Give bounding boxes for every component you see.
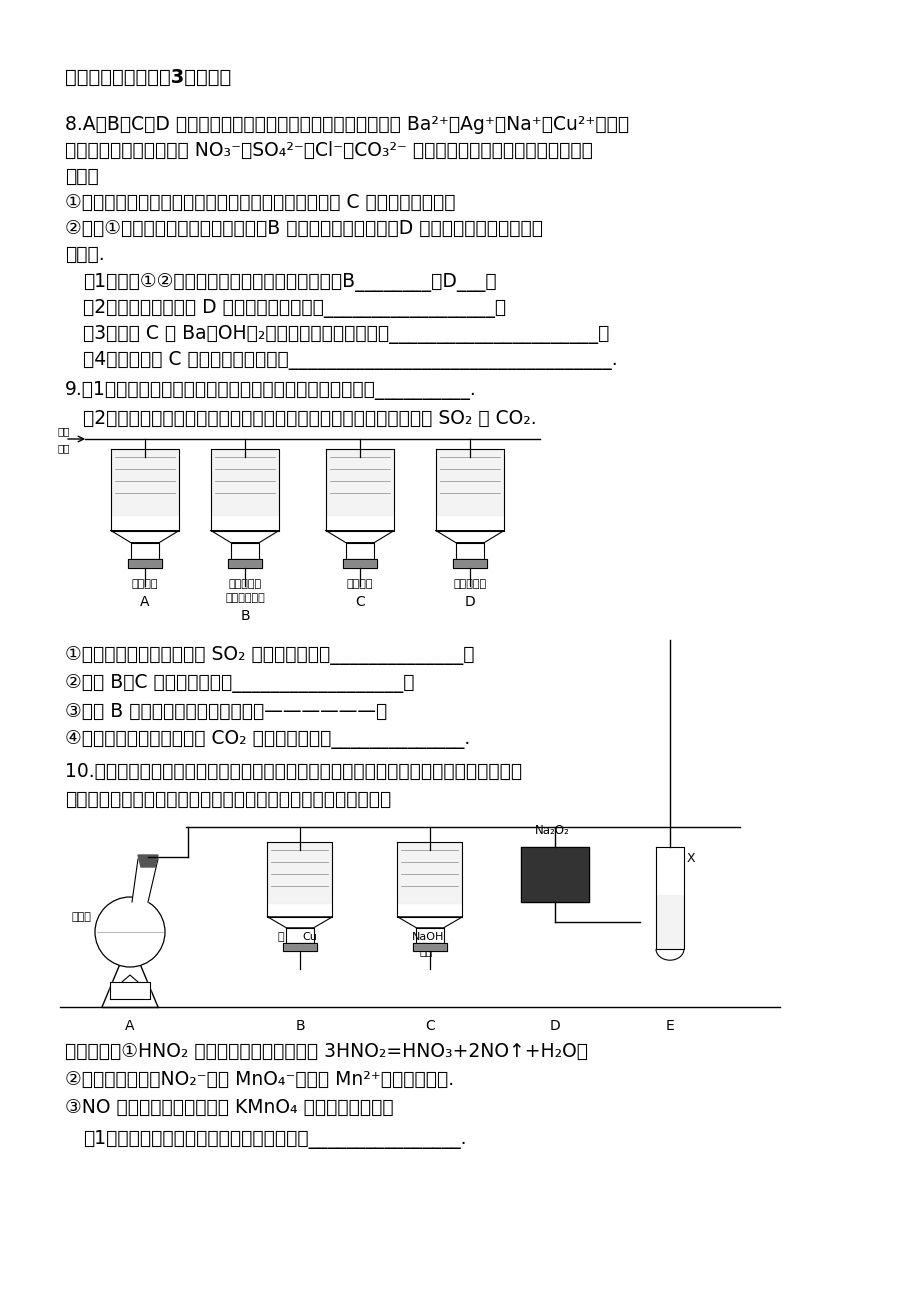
- Text: 浓硝酸: 浓硝酸: [72, 911, 92, 922]
- Polygon shape: [346, 543, 374, 560]
- Text: 水: 水: [278, 932, 284, 941]
- Polygon shape: [131, 859, 154, 902]
- Polygon shape: [111, 531, 179, 543]
- Text: 品红溶液: 品红溶液: [131, 579, 158, 589]
- Text: ②若向①的四支试管中分别加入盐酸，B 盐的溶液有沉淀生成，D 盐的溶液有无色无味的气: ②若向①的四支试管中分别加入盐酸，B 盐的溶液有沉淀生成，D 盐的溶液有无色无味…: [65, 219, 542, 238]
- Text: 二、填空题（本题共3道小题）: 二、填空题（本题共3道小题）: [65, 68, 231, 87]
- Polygon shape: [398, 842, 461, 902]
- Polygon shape: [110, 982, 150, 999]
- Text: X: X: [686, 852, 695, 865]
- Polygon shape: [436, 531, 504, 543]
- Polygon shape: [413, 943, 446, 950]
- Polygon shape: [286, 928, 313, 943]
- Polygon shape: [211, 450, 278, 516]
- Polygon shape: [343, 560, 377, 568]
- Polygon shape: [112, 450, 177, 516]
- Polygon shape: [283, 943, 316, 950]
- Polygon shape: [325, 531, 393, 543]
- Text: C: C: [355, 595, 365, 609]
- Text: 气体: 气体: [58, 443, 71, 453]
- Text: B: B: [295, 1019, 304, 1032]
- Text: A: A: [125, 1019, 134, 1032]
- Text: 硫酸酸化的: 硫酸酸化的: [228, 579, 261, 589]
- Polygon shape: [111, 449, 179, 531]
- Polygon shape: [210, 449, 278, 531]
- Text: 混合: 混合: [58, 426, 71, 436]
- Text: 查阅资料：①HNO₂ 为弱酸，室温下存在反应 3HNO₂=HNO₃+2NO↑+H₂O；: 查阅资料：①HNO₂ 为弱酸，室温下存在反应 3HNO₂=HNO₃+2NO↑+H…: [65, 1042, 587, 1061]
- Polygon shape: [130, 543, 159, 560]
- Text: E: E: [665, 1019, 674, 1032]
- Text: ②在酸性溶液中，NO₂⁻可将 MnO₄⁻还原为 Mn²⁺且无气体生成.: ②在酸性溶液中，NO₂⁻可将 MnO₄⁻还原为 Mn²⁺且无气体生成.: [65, 1070, 454, 1088]
- Text: （1）根据①②实验事实可推断它们的化学式为：B________，D___；: （1）根据①②实验事实可推断它们的化学式为：B________，D___；: [83, 273, 496, 292]
- Text: Na₂O₂: Na₂O₂: [535, 824, 569, 837]
- Text: NaOH: NaOH: [412, 932, 444, 941]
- Text: ④能够证明混合气体中含有 CO₂ 的实验现象是：______________.: ④能够证明混合气体中含有 CO₂ 的实验现象是：______________.: [65, 730, 470, 749]
- Polygon shape: [325, 449, 393, 531]
- Text: 体逸出.: 体逸出.: [65, 245, 105, 264]
- Text: 10.某化学兴趣小组以木炭和浓硝酸为起始原料，探究一氧化氮与过氧化钠反应制备亚硝酸: 10.某化学兴趣小组以木炭和浓硝酸为起始原料，探究一氧化氮与过氧化钠反应制备亚硝…: [65, 762, 522, 781]
- Text: B: B: [240, 609, 250, 622]
- Polygon shape: [397, 842, 462, 917]
- Polygon shape: [267, 917, 332, 928]
- Text: （4）检验物质 C 中阴离子的方法是：__________________________________.: （4）检验物质 C 中阴离子的方法是：_____________________…: [83, 352, 617, 370]
- Polygon shape: [452, 560, 487, 568]
- Polygon shape: [228, 560, 262, 568]
- Text: Cu: Cu: [301, 932, 316, 941]
- Text: 高锰酸钾溶液: 高锰酸钾溶液: [225, 592, 265, 603]
- Polygon shape: [267, 842, 332, 917]
- Text: 一种，阴离子分别可能是 NO₃⁻、SO₄²⁻、Cl⁻、CO₃²⁻ 中的一种。（离子在物质中不能重复: 一种，阴离子分别可能是 NO₃⁻、SO₄²⁻、Cl⁻、CO₃²⁻ 中的一种。（离…: [65, 141, 592, 160]
- Text: ①能够证明混合气体中含有 SO₂ 的实验现象是：______________；: ①能够证明混合气体中含有 SO₂ 的实验现象是：______________；: [65, 646, 474, 665]
- Polygon shape: [210, 531, 278, 543]
- Polygon shape: [268, 842, 331, 902]
- Polygon shape: [520, 848, 588, 902]
- Text: 溶液: 溶液: [420, 947, 433, 957]
- Text: D: D: [549, 1019, 560, 1032]
- Text: （1）组装好仪器后，必须进行的一项操作是________________.: （1）组装好仪器后，必须进行的一项操作是________________.: [83, 1130, 466, 1148]
- Text: C: C: [425, 1019, 435, 1032]
- Text: （2）写出足量盐酸与 D 反应的离子方程式：__________________；: （2）写出足量盐酸与 D 反应的离子方程式：__________________…: [83, 299, 505, 318]
- Polygon shape: [138, 855, 158, 867]
- Polygon shape: [416, 928, 443, 943]
- Text: ①若把四种盐分别溶于盛有蒸馏水的四支试管中，只有 C 盐的溶液呈蓝色；: ①若把四种盐分别溶于盛有蒸馏水的四支试管中，只有 C 盐的溶液呈蓝色；: [65, 193, 455, 212]
- Polygon shape: [326, 450, 392, 516]
- Polygon shape: [128, 560, 162, 568]
- Circle shape: [95, 897, 165, 967]
- Polygon shape: [656, 894, 682, 949]
- Text: 澄清石灰水: 澄清石灰水: [453, 579, 486, 589]
- Polygon shape: [455, 543, 483, 560]
- Text: 出现）: 出现）: [65, 167, 98, 186]
- Text: 8.A、B、C、D 为四种可溶性的盐，它们的阳离子分别可能是 Ba²⁺、Ag⁺、Na⁺、Cu²⁺中的某: 8.A、B、C、D 为四种可溶性的盐，它们的阳离子分别可能是 Ba²⁺、Ag⁺、…: [65, 115, 629, 134]
- Text: D: D: [464, 595, 475, 609]
- Polygon shape: [231, 543, 259, 560]
- Text: 9.（1）写出浓硫酸与木炭粉在加热条件下反应的化学方程式__________.: 9.（1）写出浓硫酸与木炭粉在加热条件下反应的化学方程式__________.: [65, 381, 476, 400]
- Text: ②设计 B、C 的实验目的是：__________________；: ②设计 B、C 的实验目的是：__________________；: [65, 674, 414, 693]
- Text: （2）用如图所示装置可检验木炭和浓硫酸反应产生的混合气体中含有 SO₂ 和 CO₂.: （2）用如图所示装置可检验木炭和浓硫酸反应产生的混合气体中含有 SO₂ 和 CO…: [83, 409, 536, 428]
- Text: 品红溶液: 品红溶液: [346, 579, 373, 589]
- Wedge shape: [96, 898, 164, 932]
- Polygon shape: [436, 449, 504, 531]
- Text: 木炭: 木炭: [135, 939, 148, 949]
- Text: ③NO 不与碱反应，可被酸性 KMnO₄ 溶液氧化为硝酸。: ③NO 不与碱反应，可被酸性 KMnO₄ 溶液氧化为硝酸。: [65, 1098, 393, 1117]
- Text: ③写出 B 中发生反应的离子方程式：——————；: ③写出 B 中发生反应的离子方程式：——————；: [65, 702, 387, 721]
- Polygon shape: [655, 848, 683, 949]
- Text: （3）写出 C 与 Ba（OH）₂溶液反应的离子方程式：______________________；: （3）写出 C 与 Ba（OH）₂溶液反应的离子方程式：____________…: [83, 326, 608, 344]
- Polygon shape: [437, 450, 503, 516]
- Text: A: A: [140, 595, 150, 609]
- Text: 钠。设计装置如下（忽略装置中空气的影响），请回答下列问题：: 钠。设计装置如下（忽略装置中空气的影响），请回答下列问题：: [65, 790, 391, 809]
- Polygon shape: [397, 917, 462, 928]
